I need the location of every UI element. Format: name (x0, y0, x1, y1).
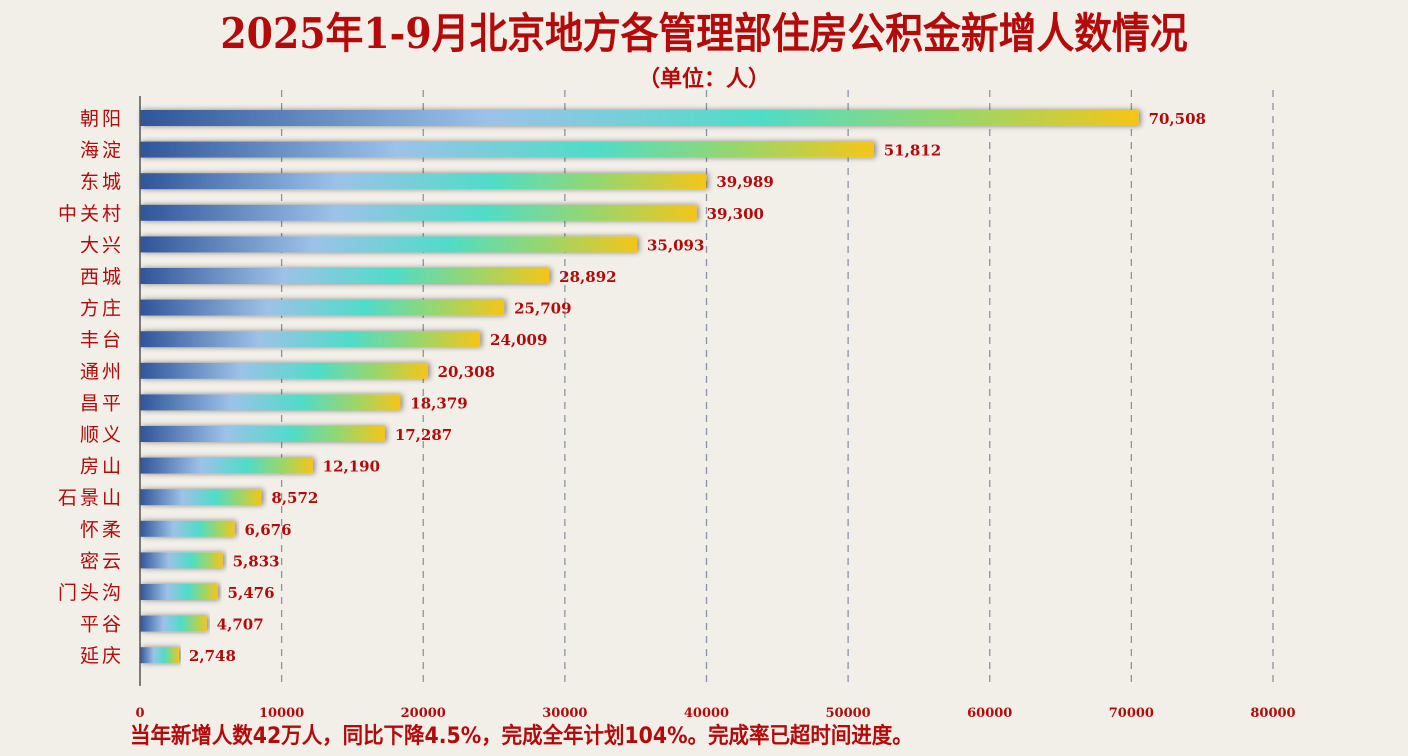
value-label: 20,308 (438, 363, 495, 381)
value-label: 17,287 (395, 426, 452, 444)
value-label: 51,812 (884, 142, 941, 160)
value-label: 8,572 (271, 489, 318, 507)
bar (140, 204, 697, 221)
value-label: 4,707 (217, 616, 264, 634)
category-label: 丰台 (80, 329, 124, 351)
bar (140, 299, 505, 316)
category-label: 中关村 (58, 203, 124, 225)
x-tick-label: 20000 (401, 706, 446, 721)
bar (140, 236, 638, 253)
x-tick-label: 50000 (826, 706, 871, 721)
value-label: 35,093 (647, 236, 704, 254)
x-tick-label: 70000 (1109, 706, 1154, 721)
value-label: 24,009 (490, 331, 547, 349)
x-axis-tick-labels: 0 10000 20000 30000 40000 50000 60000 70000 8000… (135, 706, 1295, 721)
bar (140, 110, 1139, 126)
x-tick-label: 60000 (967, 706, 1012, 721)
x-tick-label: 10000 (259, 706, 304, 721)
bar (140, 584, 218, 600)
bars (140, 110, 1139, 664)
value-label: 25,709 (514, 300, 571, 318)
bar (140, 141, 874, 158)
value-label: 5,833 (233, 552, 280, 570)
bar (140, 362, 428, 379)
value-label: 12,190 (323, 458, 380, 476)
x-tick-label: 80000 (1250, 706, 1295, 721)
category-label: 海淀 (80, 140, 124, 162)
category-label: 房山 (80, 456, 124, 478)
category-label: 怀柔 (80, 519, 124, 541)
bar (140, 489, 262, 506)
value-label: 2,748 (189, 647, 236, 665)
chart-subtitle: （单位：人） (637, 66, 770, 92)
value-label: 5,476 (228, 584, 275, 602)
bar (140, 173, 707, 190)
value-label: 39,989 (716, 173, 773, 191)
value-label: 18,379 (410, 394, 467, 412)
x-tick-label: 0 (135, 706, 144, 721)
chart-title: 2025年1-9月北京地方各管理部住房公积金新增人数情况 (220, 9, 1188, 58)
value-label: 6,676 (245, 521, 292, 539)
category-label: 延庆 (80, 645, 124, 667)
x-tick-label: 40000 (684, 706, 729, 721)
category-label: 东城 (80, 171, 124, 193)
bar (140, 647, 179, 664)
value-label: 28,892 (559, 268, 616, 286)
grid-lines (280, 90, 1274, 686)
category-label: 密云 (80, 550, 124, 572)
value-label: 39,300 (707, 205, 764, 223)
bar (140, 457, 313, 474)
bar (140, 426, 385, 442)
summary-note: 当年新增人数42万人，同比下降4.5%，完成全年计划104%。完成率已超时间进度… (130, 724, 913, 749)
category-label: 顺义 (80, 424, 124, 446)
category-label: 西城 (80, 266, 124, 288)
category-label: 平谷 (80, 614, 124, 636)
category-label: 石景山 (58, 487, 124, 509)
bar (140, 331, 481, 348)
bar (140, 520, 235, 537)
category-label: 方庄 (80, 298, 124, 320)
bar (140, 552, 223, 569)
value-label: 70,508 (1149, 110, 1206, 128)
bar (140, 268, 550, 284)
category-label: 门头沟 (58, 582, 124, 604)
category-label: 朝阳 (80, 108, 124, 130)
category-label: 昌平 (80, 392, 124, 414)
category-label: 通州 (80, 361, 124, 383)
category-label: 大兴 (80, 234, 124, 256)
bar (140, 615, 207, 632)
x-tick-label: 30000 (542, 706, 587, 721)
bar (140, 394, 401, 411)
